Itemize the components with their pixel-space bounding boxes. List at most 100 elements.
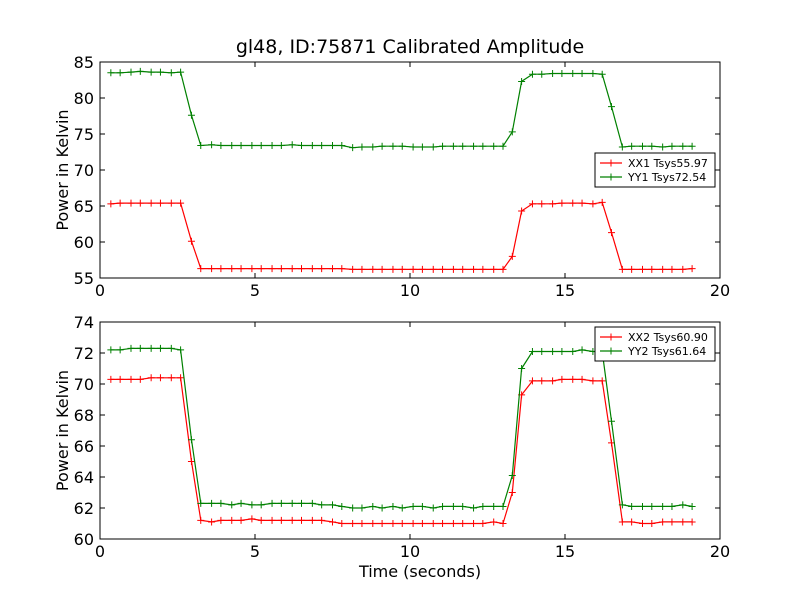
data-point (449, 142, 457, 150)
data-point (578, 199, 586, 207)
data-point (479, 265, 487, 273)
data-point (136, 67, 144, 75)
legend-box (594, 152, 716, 188)
series-yy1 (107, 67, 696, 152)
data-point (217, 499, 225, 507)
data-point (639, 142, 646, 150)
data-point (338, 520, 346, 527)
data-point (116, 69, 124, 77)
data-point (358, 504, 366, 512)
data-point (208, 141, 216, 149)
data-point (688, 518, 696, 526)
data-point (389, 520, 397, 527)
data-point (107, 200, 115, 208)
data-point (318, 501, 326, 509)
y-tick-label: 62 (74, 499, 94, 518)
data-point (398, 265, 406, 273)
data-point (569, 375, 577, 383)
data-point (329, 518, 336, 526)
data-point (136, 199, 144, 207)
data-point (358, 265, 366, 273)
data-point (277, 499, 285, 507)
data-point (358, 520, 366, 527)
data-point (349, 144, 357, 152)
data-point (679, 142, 687, 150)
data-point (338, 502, 346, 510)
series-line (110, 70, 693, 149)
x-tick-label: 15 (555, 542, 575, 561)
data-point (648, 520, 656, 527)
data-point (508, 471, 516, 479)
data-point (288, 516, 296, 524)
data-point (369, 502, 377, 510)
data-point (398, 142, 406, 150)
data-point (349, 504, 357, 512)
data-point (277, 516, 285, 524)
data-point (518, 207, 526, 215)
data-point (569, 199, 577, 207)
data-point (668, 502, 676, 510)
data-point (418, 502, 426, 510)
data-point (147, 199, 155, 207)
data-point (107, 69, 115, 77)
y-axis-label: Power in Kelvin (53, 370, 72, 491)
data-point (679, 501, 687, 509)
y-tick-label: 85 (74, 53, 94, 72)
y-tick-label: 68 (74, 406, 94, 425)
data-point (147, 68, 155, 76)
data-point (429, 265, 437, 273)
data-point (107, 346, 115, 354)
data-point (608, 229, 615, 237)
legend-item: XX2 Tsys60.90 (600, 331, 708, 344)
legend-item: YY1 Tsys72.54 (600, 171, 706, 184)
data-point (127, 68, 135, 76)
data-point (398, 504, 406, 512)
data-point (378, 265, 386, 273)
data-point (127, 199, 135, 207)
data-point (349, 520, 357, 527)
data-point (549, 70, 557, 78)
data-point (217, 265, 225, 273)
data-point (470, 520, 478, 527)
data-point (449, 502, 457, 510)
series-xx1 (107, 198, 696, 273)
legend-label: XX1 Tsys55.97 (628, 157, 708, 170)
data-point (538, 200, 546, 208)
data-point (558, 70, 566, 78)
data-point (156, 374, 164, 382)
data-point (268, 142, 276, 150)
series-xx2 (107, 374, 696, 527)
y-tick-label: 64 (74, 468, 94, 487)
data-point (248, 501, 256, 509)
data-point (608, 417, 615, 425)
data-point (518, 77, 526, 85)
data-point (429, 520, 437, 527)
y-axis-label: Power in Kelvin (53, 109, 72, 230)
data-point (268, 516, 276, 524)
data-point (167, 374, 175, 382)
data-point (648, 142, 656, 150)
data-point (628, 502, 636, 510)
data-point (558, 347, 566, 355)
series-line (110, 347, 693, 509)
data-point (470, 265, 478, 273)
data-point (136, 375, 144, 383)
data-point (136, 344, 144, 352)
data-point (228, 516, 236, 524)
data-point (318, 265, 326, 273)
x-tick-label: 20 (710, 542, 730, 561)
data-point (237, 142, 245, 150)
x-tick-label: 10 (400, 542, 420, 561)
data-point (479, 520, 487, 527)
data-point (618, 518, 626, 526)
data-point (618, 265, 626, 273)
data-point (528, 200, 536, 208)
legend-marker (607, 159, 615, 167)
data-point (569, 70, 577, 78)
data-point (490, 502, 498, 510)
data-point (688, 265, 696, 273)
data-point (167, 344, 175, 352)
data-point (409, 520, 417, 527)
data-point (679, 518, 687, 526)
